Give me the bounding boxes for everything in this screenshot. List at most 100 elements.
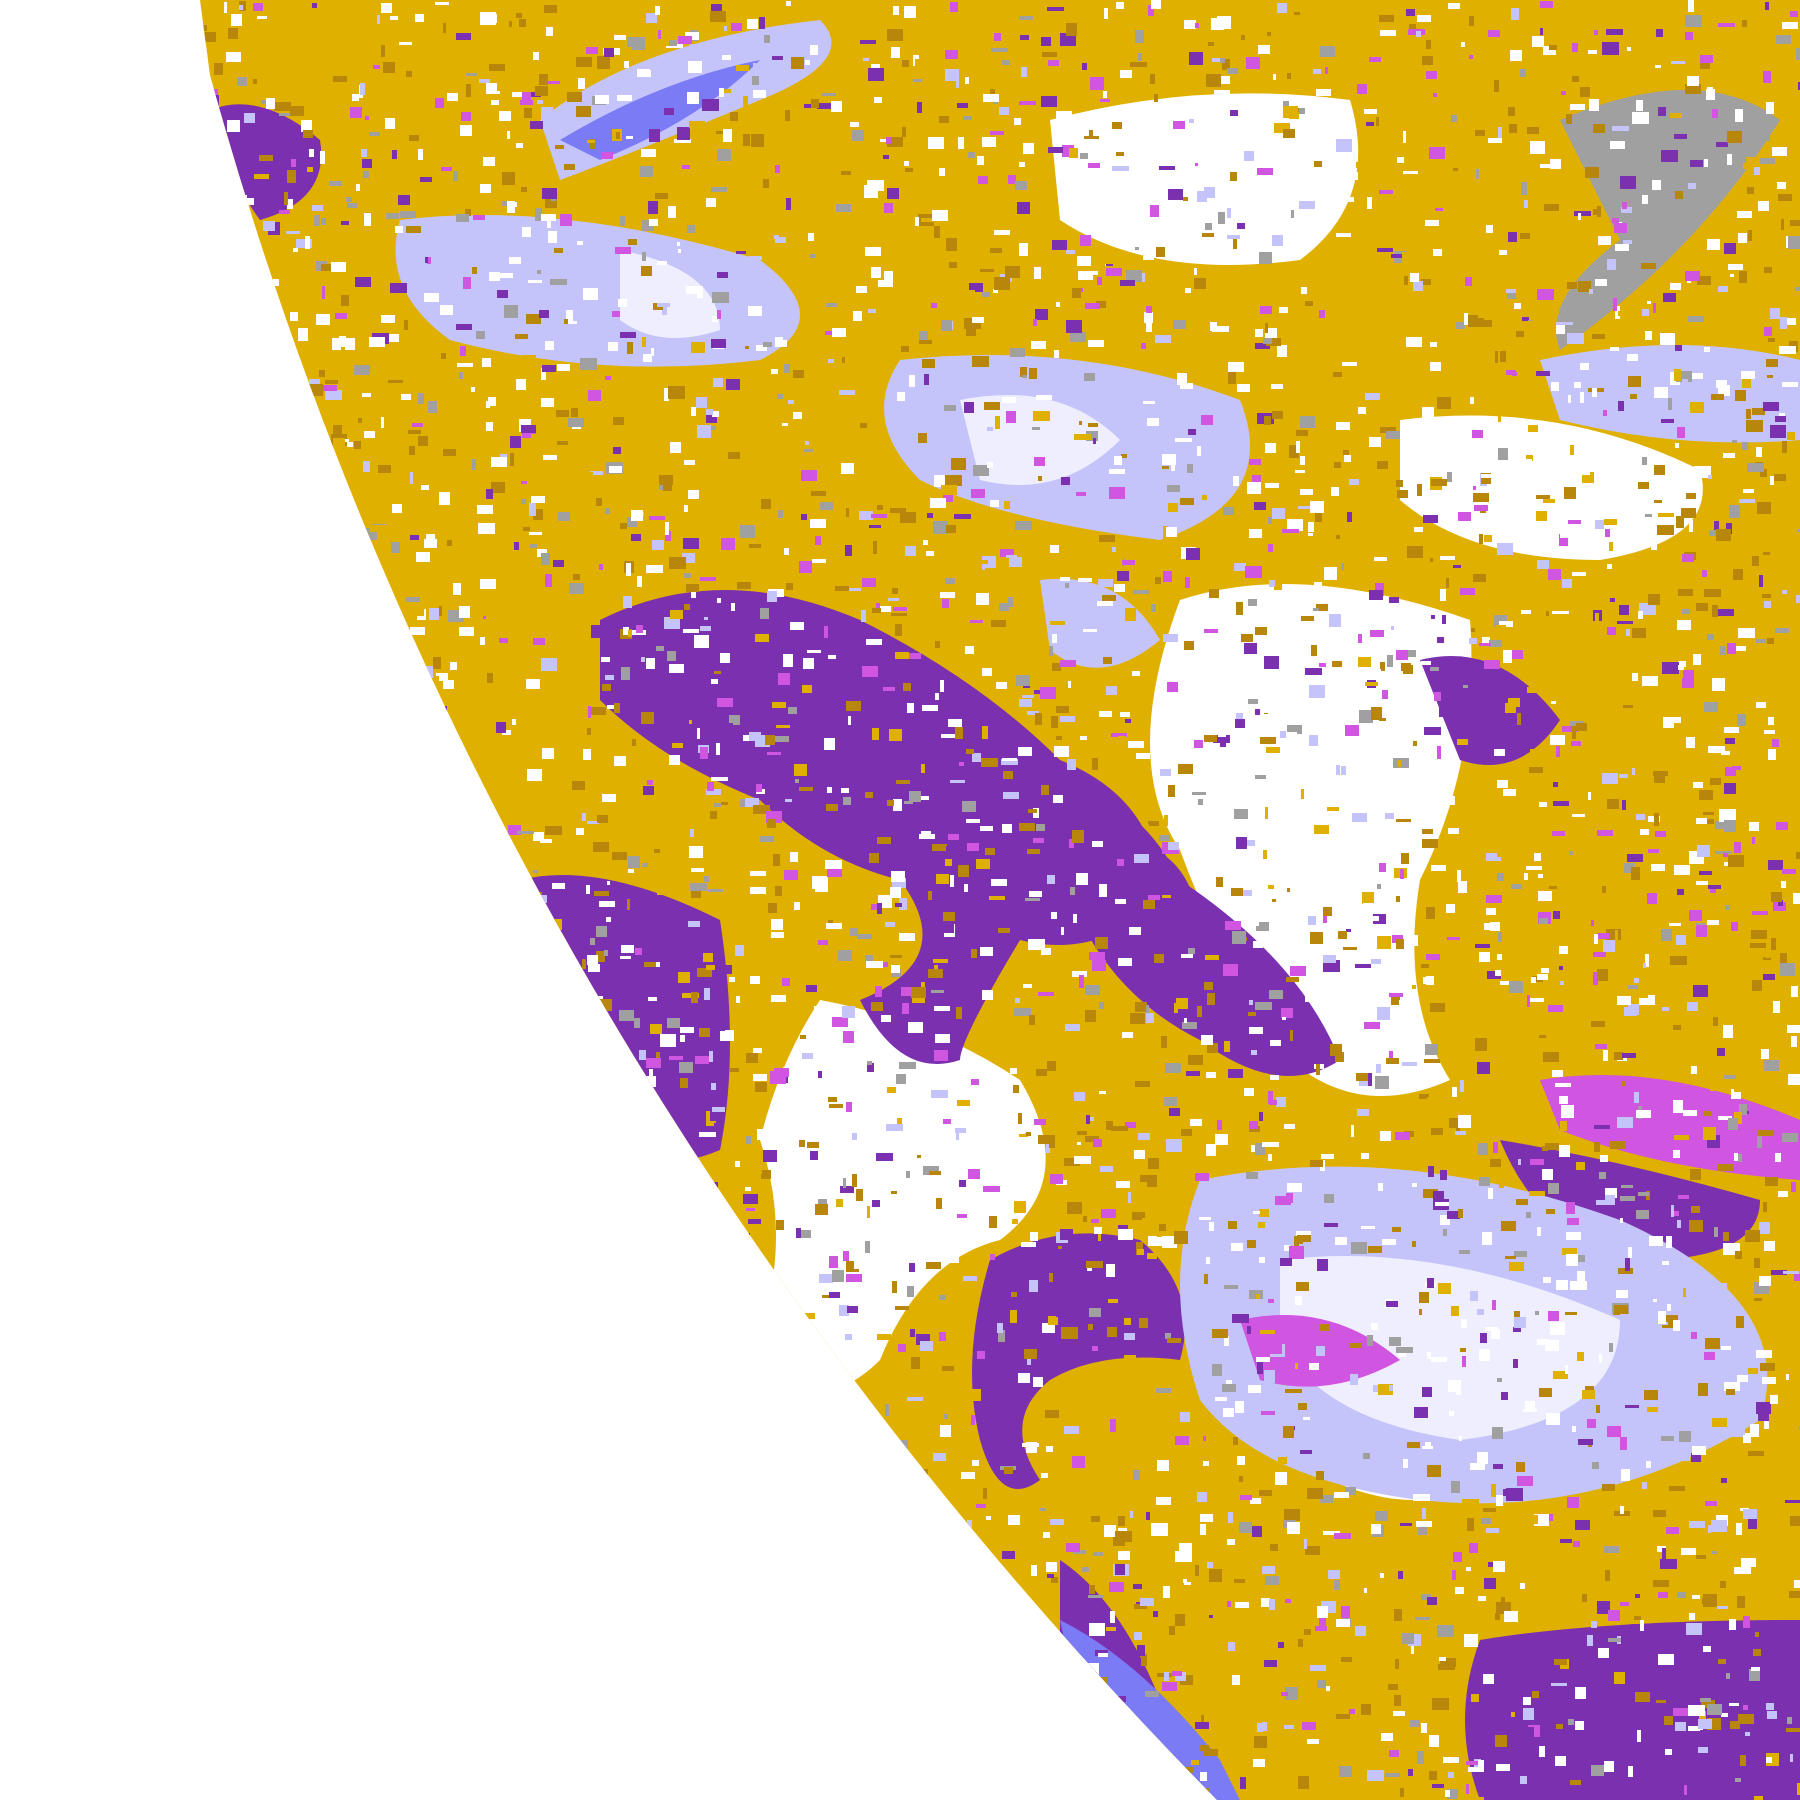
speckle [827,787,832,793]
speckle [1334,462,1341,468]
speckle [333,425,342,434]
speckle [1268,1299,1274,1303]
speckle [835,586,849,591]
speckle [1748,1451,1764,1456]
speckle [1773,1001,1780,1013]
speckle [1712,678,1725,691]
speckle [1560,1539,1572,1543]
speckle [1227,1601,1231,1607]
speckle [1750,854,1760,860]
speckle [1791,1036,1797,1047]
speckle [1278,1642,1284,1648]
speckle [1084,373,1095,381]
speckle [1527,995,1530,1007]
speckle [1603,940,1615,952]
speckle [1103,873,1107,880]
speckle [1213,247,1221,252]
speckle [711,339,726,348]
speckle [1709,530,1721,536]
speckle [1674,1135,1689,1140]
speckle [1578,292,1584,303]
speckle [365,116,369,120]
speckle [750,871,766,876]
speckle [608,342,618,351]
speckle [1146,323,1152,332]
speckle [1094,1227,1102,1234]
speckle [886,482,897,492]
speckle [377,15,380,24]
speckle [1389,1385,1393,1391]
speckle [1475,1038,1487,1051]
speckle [526,679,540,689]
speckle [279,210,290,214]
speckle [1143,256,1154,260]
speckle [1699,790,1713,800]
speckle [1624,1007,1637,1016]
speckle [1732,151,1746,163]
speckle [1005,1344,1010,1352]
speckle [620,216,625,226]
speckle [1195,23,1199,28]
speckle [571,408,578,417]
speckle [1466,1761,1478,1765]
speckle [1746,708,1750,718]
speckle [1794,1580,1800,1588]
speckle [392,504,402,513]
speckle [305,236,310,249]
speckle [1041,96,1057,107]
speckle [1146,1013,1154,1023]
speckle [1422,56,1433,65]
speckle [700,577,716,581]
speckle [632,739,636,746]
speckle [1184,1582,1191,1585]
speckle [866,961,883,968]
speckle [1034,690,1041,694]
speckle [1730,274,1734,277]
speckle [928,137,944,149]
speckle [1707,1704,1722,1715]
speckle [690,44,707,51]
speckle [994,277,1010,290]
speckle [1548,1311,1559,1321]
speckle [1753,1649,1761,1656]
speckle [1660,333,1675,345]
speckle [542,748,554,759]
speckle [1772,147,1787,156]
speckle [700,747,708,759]
speckle [836,204,851,212]
speckle [395,226,403,233]
speckle [1336,1619,1350,1627]
speckle [920,1341,933,1351]
speckle [1197,1006,1202,1017]
speckle [745,1187,751,1191]
speckle [1717,609,1734,616]
speckle [1204,1274,1208,1284]
speckle [1462,1499,1479,1508]
speckle [1151,0,1161,9]
speckle [589,745,599,748]
speckle [1301,789,1304,799]
speckle [1597,933,1610,939]
speckle [761,1170,771,1179]
speckle [316,158,322,164]
speckle [907,703,914,713]
speckle [971,1079,979,1085]
speckle [1464,775,1479,787]
speckle [524,108,532,118]
speckle [1597,74,1614,82]
speckle [895,1384,912,1396]
speckle [542,365,556,372]
speckle [1268,544,1273,552]
speckle [1682,554,1694,562]
speckle [640,166,653,177]
speckle [1430,342,1437,347]
speckle [829,1256,838,1268]
speckle [1255,709,1260,715]
speckle [1259,1112,1263,1121]
speckle [942,1366,954,1371]
speckle [878,280,893,287]
speckle [1041,948,1051,955]
speckle [1465,277,1472,286]
speckle [763,342,772,347]
speckle [1657,1546,1666,1552]
